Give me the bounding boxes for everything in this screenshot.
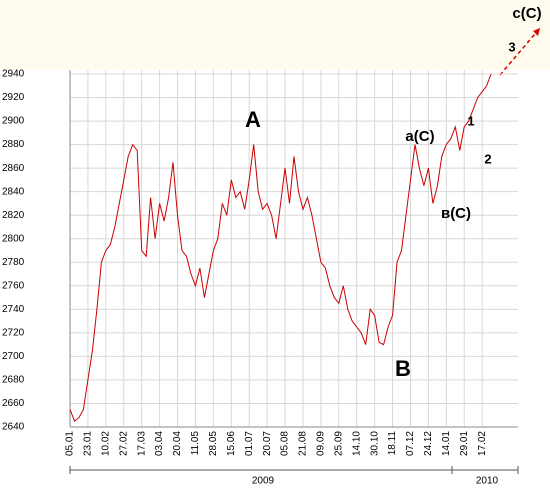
x-tick-label: 28.05 bbox=[208, 431, 219, 456]
y-tick-label: 2800 bbox=[2, 233, 25, 244]
header-band bbox=[0, 0, 550, 70]
x-tick-label: 24.12 bbox=[423, 431, 434, 456]
y-tick-label: 2900 bbox=[2, 116, 25, 127]
x-tick-label: 18.11 bbox=[387, 431, 398, 456]
y-tick-label: 2920 bbox=[2, 92, 25, 103]
annotation: B bbox=[395, 356, 411, 381]
x-tick-label: 20.04 bbox=[172, 431, 183, 456]
y-tick-label: 2840 bbox=[2, 186, 25, 197]
annotation: A bbox=[245, 107, 261, 132]
annotation: c(C) bbox=[512, 5, 541, 22]
x-tick-label: 14.01 bbox=[441, 431, 452, 456]
price-line bbox=[69, 73, 492, 422]
y-tick-label: 2760 bbox=[2, 280, 25, 291]
annotation: 2 bbox=[484, 151, 491, 166]
plot-area bbox=[70, 70, 518, 427]
x-tick-label: 05.08 bbox=[280, 431, 291, 456]
y-tick-label: 2720 bbox=[2, 328, 25, 339]
x-tick-label: 01.07 bbox=[244, 431, 255, 456]
annotation: 3 bbox=[508, 39, 515, 54]
x-tick-label: 25.09 bbox=[333, 431, 344, 456]
x-tick-label: 23.01 bbox=[83, 431, 94, 456]
x-tick-label: 07.12 bbox=[405, 431, 416, 456]
y-tick-label: 2680 bbox=[2, 375, 25, 386]
x-tick-label: 15.06 bbox=[226, 431, 237, 456]
x-tick-label: 21.08 bbox=[298, 431, 309, 456]
y-tick-label: 2940 bbox=[2, 69, 25, 80]
x-tick-label: 29.01 bbox=[459, 431, 470, 456]
y-tick-label: 2820 bbox=[2, 210, 25, 221]
x-tick-label: 05.01 bbox=[65, 431, 76, 456]
period-label: 2010 bbox=[476, 476, 499, 487]
y-tick-label: 2660 bbox=[2, 398, 25, 409]
arrow-head bbox=[533, 28, 540, 36]
x-tick-label: 11.05 bbox=[190, 431, 201, 456]
x-tick-label: 03.04 bbox=[154, 431, 165, 456]
y-tick-label: 2640 bbox=[2, 422, 25, 433]
annotation: a(C) bbox=[405, 128, 434, 145]
x-tick-label: 14.10 bbox=[351, 431, 362, 456]
y-tick-label: 2780 bbox=[2, 257, 25, 268]
y-tick-label: 2880 bbox=[2, 139, 25, 150]
x-tick-label: 09.09 bbox=[316, 431, 327, 456]
y-tick-label: 2740 bbox=[2, 304, 25, 315]
y-tick-label: 2860 bbox=[2, 163, 25, 174]
x-tick-label: 17.03 bbox=[136, 431, 147, 456]
x-tick-label: 20.07 bbox=[262, 431, 273, 456]
x-tick-label: 17.02 bbox=[477, 431, 488, 456]
x-tick-label: 10.02 bbox=[100, 431, 111, 456]
y-tick-label: 2700 bbox=[2, 351, 25, 362]
annotation: 1 bbox=[467, 113, 474, 128]
annotation: в(C) bbox=[441, 205, 471, 222]
x-tick-label: 30.10 bbox=[369, 431, 380, 456]
x-tick-label: 27.02 bbox=[118, 431, 129, 456]
period-label: 2009 bbox=[252, 476, 275, 487]
forecast-arrow bbox=[499, 27, 541, 76]
